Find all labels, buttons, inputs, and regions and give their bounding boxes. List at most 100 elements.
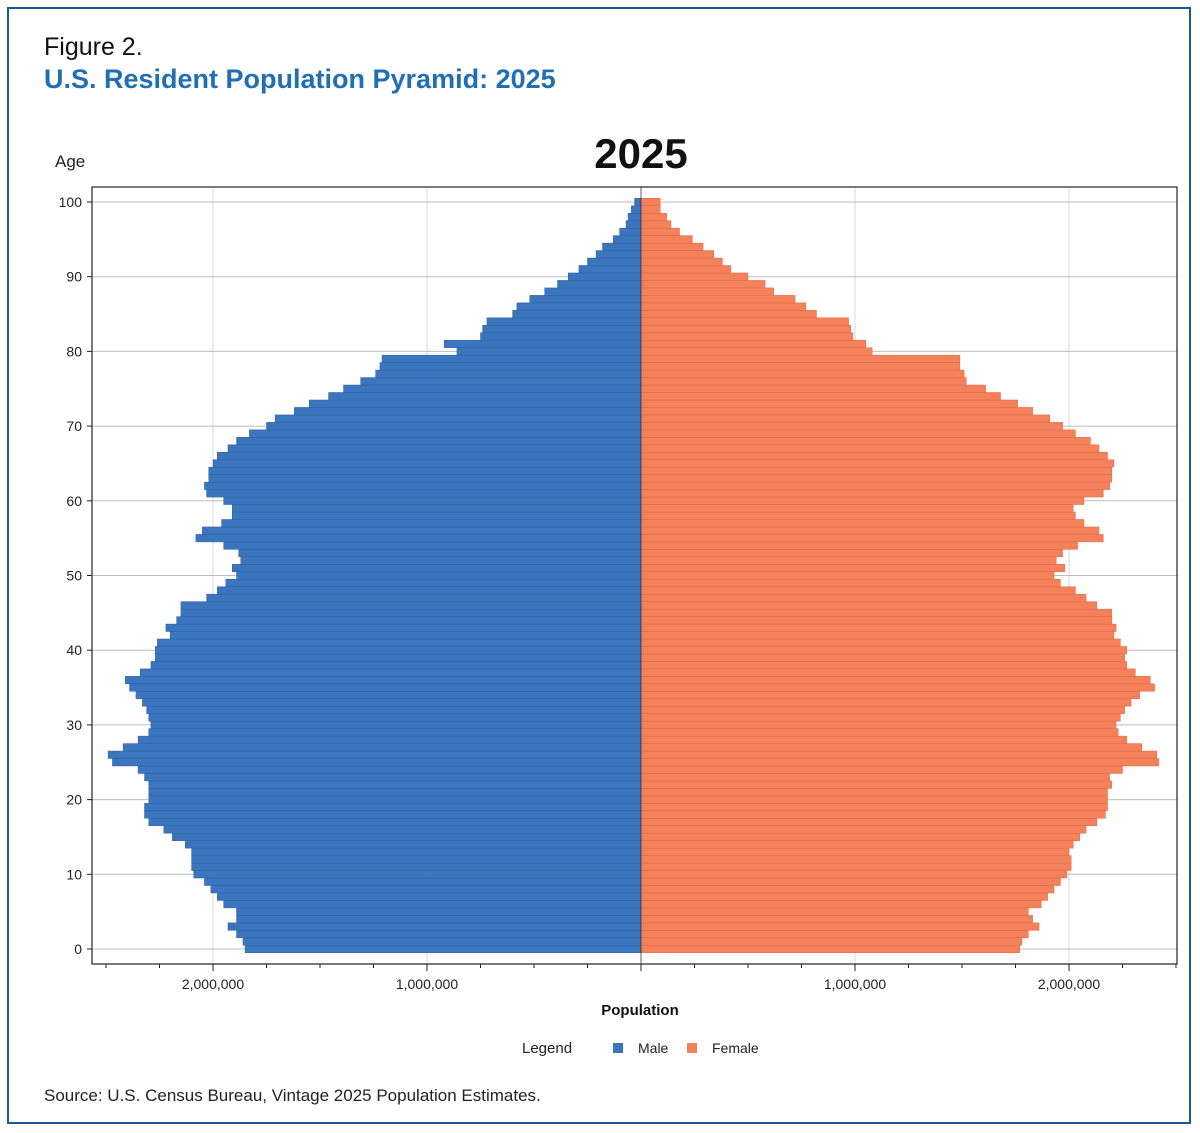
- female-bar: [640, 227, 680, 236]
- female-bar: [640, 608, 1113, 617]
- male-bar: [148, 728, 642, 737]
- male-bar: [266, 422, 642, 431]
- bars-layer: [107, 198, 1160, 953]
- male-bar: [381, 354, 642, 363]
- male-bar: [112, 758, 642, 767]
- female-bar: [640, 586, 1076, 595]
- y-tick-label: 80: [66, 343, 82, 359]
- female-bar: [640, 534, 1104, 543]
- female-bar: [640, 832, 1080, 841]
- female-bar: [640, 907, 1029, 916]
- female-bar: [640, 638, 1121, 647]
- female-bar: [640, 362, 961, 371]
- male-bar: [208, 466, 642, 475]
- male-bar: [148, 818, 642, 826]
- y-tick-label: 90: [66, 269, 82, 285]
- male-bar: [191, 847, 642, 856]
- female-bar: [640, 556, 1057, 565]
- female-bar: [640, 310, 817, 319]
- male-bar: [180, 601, 642, 610]
- male-bar: [360, 377, 642, 386]
- female-bar: [640, 414, 1050, 423]
- male-bar: [144, 773, 642, 782]
- female-bar: [640, 661, 1128, 670]
- female-bar: [640, 862, 1072, 871]
- male-bar: [125, 676, 642, 685]
- female-bar: [640, 571, 1055, 580]
- male-bar: [587, 257, 642, 266]
- male-bar: [516, 302, 642, 311]
- male-bar: [557, 280, 642, 289]
- male-bar: [634, 198, 642, 206]
- male-bar: [217, 586, 642, 595]
- male-bar: [236, 907, 642, 916]
- male-bar: [206, 489, 642, 498]
- female-bar: [640, 474, 1113, 483]
- male-bar: [150, 720, 642, 729]
- female-bar: [640, 384, 986, 393]
- female-bar: [640, 803, 1108, 812]
- male-bar: [204, 877, 642, 886]
- female-bar: [640, 242, 704, 251]
- female-bar: [640, 519, 1085, 528]
- male-bar: [223, 496, 642, 505]
- female-bar: [640, 235, 693, 244]
- source-note: Source: U.S. Census Bureau, Vintage 2025…: [44, 1086, 541, 1105]
- male-bar: [210, 885, 642, 894]
- female-bar: [640, 855, 1072, 864]
- female-bar: [640, 496, 1085, 505]
- female-bar: [640, 705, 1125, 714]
- female-bar: [640, 698, 1132, 707]
- female-bar: [640, 623, 1117, 632]
- y-tick-label: 100: [59, 194, 83, 210]
- female-bar: [640, 616, 1113, 625]
- male-bar: [223, 900, 642, 909]
- legend: Legend Male Female: [522, 1040, 759, 1057]
- male-bar: [236, 915, 642, 924]
- legend-male-swatch: [613, 1043, 623, 1053]
- legend-female-swatch: [687, 1043, 697, 1053]
- female-bar: [640, 646, 1128, 655]
- female-bar: [640, 653, 1125, 662]
- x-tick-label: 2,000,000: [1038, 976, 1100, 992]
- female-bar: [640, 444, 1100, 453]
- female-bar: [640, 758, 1160, 767]
- figure-label: Figure 2.: [44, 33, 143, 61]
- male-bar: [148, 780, 642, 789]
- male-bar: [309, 399, 642, 408]
- male-bar: [146, 705, 642, 714]
- female-bar: [640, 847, 1070, 856]
- male-bar: [486, 317, 642, 326]
- male-bar: [244, 945, 642, 953]
- x-tick-label: 1,000,000: [396, 976, 458, 992]
- male-bar: [150, 661, 642, 670]
- female-bar: [640, 773, 1110, 782]
- female-bar: [640, 564, 1065, 573]
- male-bar: [176, 616, 642, 625]
- x-tick-label: 2,000,000: [182, 976, 244, 992]
- male-bar: [238, 549, 642, 558]
- male-bar: [148, 795, 642, 804]
- female-bar: [640, 205, 661, 214]
- male-bar: [206, 593, 642, 602]
- female-bar: [640, 735, 1128, 744]
- female-bar: [640, 466, 1113, 475]
- male-bar: [612, 235, 642, 244]
- male-bar: [202, 526, 642, 535]
- male-bar: [195, 534, 642, 543]
- male-bar: [242, 937, 642, 946]
- male-bar: [148, 788, 642, 797]
- female-bar: [640, 870, 1068, 879]
- male-bar: [625, 220, 642, 229]
- female-bar: [640, 451, 1108, 460]
- female-bar: [640, 945, 1021, 953]
- female-bar: [640, 549, 1063, 558]
- female-bar: [640, 765, 1123, 774]
- male-bar: [232, 504, 642, 513]
- female-bar: [640, 720, 1117, 729]
- female-bar: [640, 780, 1113, 789]
- male-bar: [154, 653, 642, 662]
- y-tick-label: 50: [66, 568, 82, 584]
- male-bar: [107, 750, 642, 759]
